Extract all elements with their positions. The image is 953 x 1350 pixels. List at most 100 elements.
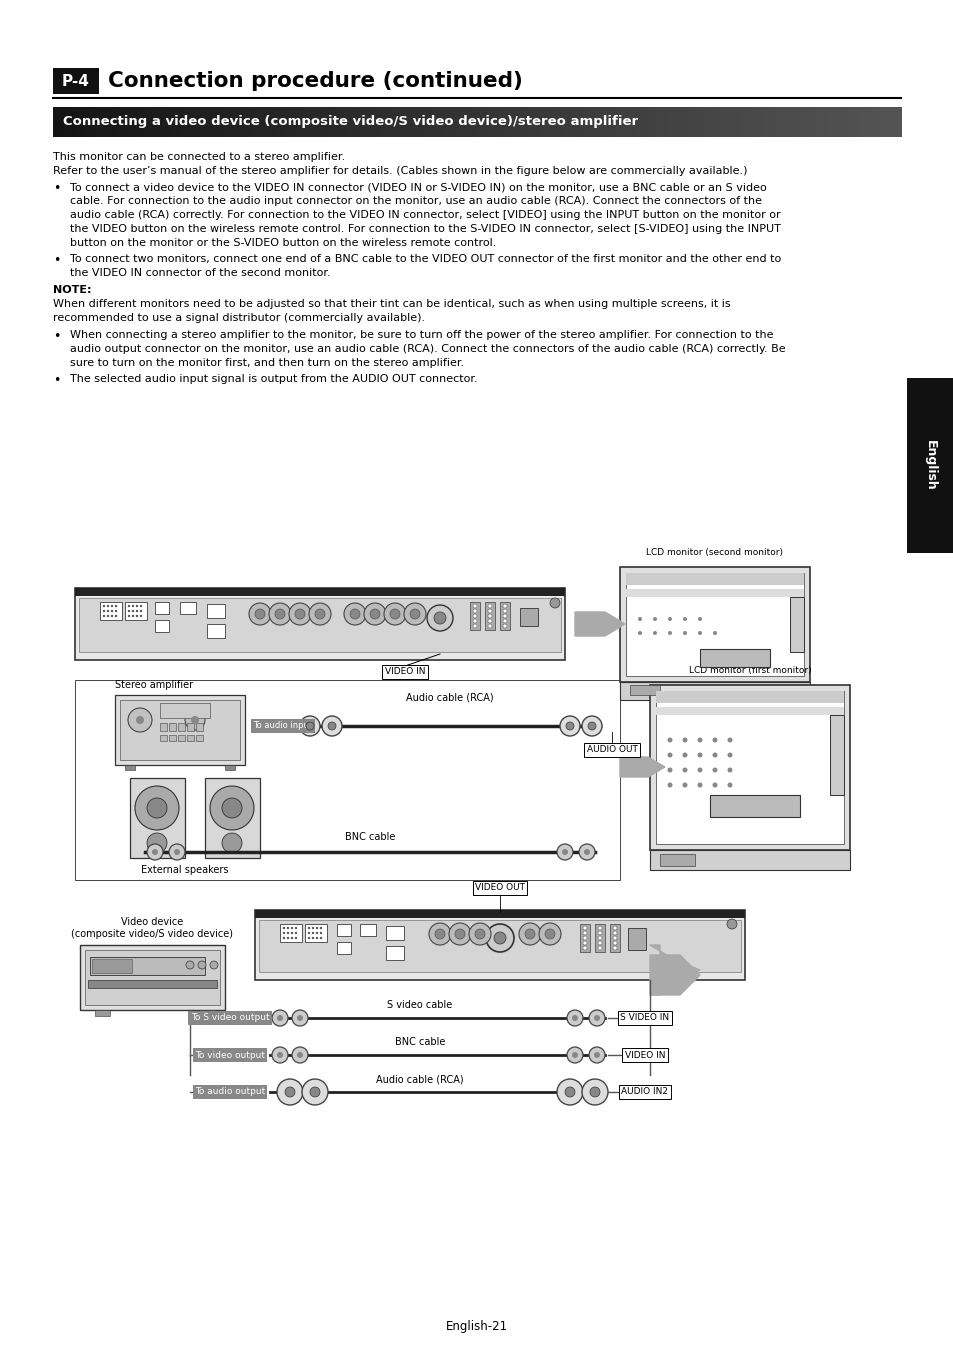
Bar [392, 107, 403, 136]
Circle shape [135, 610, 138, 612]
Circle shape [140, 605, 142, 608]
Circle shape [488, 614, 492, 618]
Circle shape [473, 620, 476, 622]
Text: •: • [53, 374, 60, 387]
Bar [656, 707, 843, 716]
Circle shape [435, 929, 444, 940]
Circle shape [557, 1079, 582, 1106]
Circle shape [502, 614, 506, 618]
Bar [160, 734, 167, 741]
Text: Refer to the user’s manual of the stereo amplifier for details. (Cables shown in: Refer to the user’s manual of the stereo… [53, 166, 747, 176]
Bar [629, 684, 659, 695]
Circle shape [712, 768, 717, 772]
Bar [79, 598, 560, 652]
Polygon shape [649, 954, 700, 995]
Bar [627, 927, 645, 950]
Circle shape [185, 710, 205, 730]
Text: audio output connector on the monitor, use an audio cable (RCA). Connect the con: audio output connector on the monitor, u… [70, 344, 785, 354]
Bar [826, 107, 838, 136]
Bar [336, 923, 351, 936]
Bar [350, 107, 361, 136]
Circle shape [312, 937, 314, 940]
Circle shape [308, 927, 310, 929]
Circle shape [429, 923, 451, 945]
Bar [657, 107, 668, 136]
Circle shape [169, 844, 185, 860]
Bar [53, 107, 65, 136]
Circle shape [667, 768, 672, 772]
Bar [195, 734, 203, 741]
Circle shape [427, 605, 453, 630]
Bar [159, 107, 171, 136]
Bar [773, 107, 784, 136]
Text: •: • [53, 329, 60, 343]
Text: Connection procedure (continued): Connection procedure (continued) [108, 72, 522, 90]
Bar [305, 923, 327, 942]
Circle shape [254, 609, 265, 620]
Bar [752, 107, 763, 136]
Text: LCD monitor (first monitor): LCD monitor (first monitor) [688, 666, 810, 675]
Circle shape [557, 844, 573, 860]
Circle shape [152, 849, 158, 855]
Circle shape [173, 849, 180, 855]
Circle shape [272, 1010, 288, 1026]
Bar [381, 107, 393, 136]
Bar [180, 107, 192, 136]
Circle shape [315, 931, 318, 934]
Circle shape [210, 961, 218, 969]
Text: VIDEO IN: VIDEO IN [624, 1050, 664, 1060]
Text: AUDIO OUT: AUDIO OUT [586, 745, 637, 755]
Circle shape [282, 931, 285, 934]
Circle shape [111, 614, 113, 617]
Text: Audio cable (RCA): Audio cable (RCA) [375, 1075, 463, 1084]
Circle shape [550, 598, 559, 608]
Text: sure to turn on the monitor first, and then turn on the stereo amplifier.: sure to turn on the monitor first, and t… [70, 358, 464, 369]
Bar [614, 107, 626, 136]
Text: To connect two monitors, connect one end of a BNC cable to the VIDEO OUT connect: To connect two monitors, connect one end… [70, 254, 781, 265]
Circle shape [681, 783, 687, 787]
Circle shape [210, 786, 253, 830]
Circle shape [582, 946, 586, 950]
Circle shape [308, 937, 310, 940]
Text: audio cable (RCA) correctly. For connection to the VIDEO IN connector, select [V: audio cable (RCA) correctly. For connect… [70, 211, 780, 220]
Bar [497, 107, 509, 136]
Circle shape [309, 603, 331, 625]
Bar [191, 107, 202, 136]
Circle shape [667, 752, 672, 757]
Bar [499, 602, 510, 630]
Text: When connecting a stereo amplifier to the monitor, be sure to turn off the power: When connecting a stereo amplifier to th… [70, 329, 773, 340]
Circle shape [140, 610, 142, 612]
Circle shape [712, 752, 717, 757]
Circle shape [114, 610, 117, 612]
Bar [688, 107, 700, 136]
Bar [116, 107, 128, 136]
Circle shape [494, 931, 505, 944]
Bar [328, 107, 340, 136]
Bar [127, 107, 138, 136]
Circle shape [147, 844, 163, 860]
Circle shape [269, 603, 291, 625]
Bar [85, 950, 220, 1004]
Circle shape [682, 630, 686, 634]
Circle shape [473, 603, 476, 608]
Bar [656, 691, 843, 844]
Circle shape [727, 737, 732, 742]
Bar [254, 107, 266, 136]
Text: LCD monitor (second monitor): LCD monitor (second monitor) [646, 548, 782, 558]
Text: The selected audio input signal is output from the AUDIO OUT connector.: The selected audio input signal is outpu… [70, 374, 477, 383]
Bar [91, 958, 132, 973]
Bar [649, 850, 849, 869]
Text: cable. For connection to the audio input connector on the monitor, use an audio : cable. For connection to the audio input… [70, 196, 761, 207]
Bar [265, 107, 276, 136]
Bar [149, 107, 160, 136]
Circle shape [566, 1010, 582, 1026]
Bar [386, 946, 403, 960]
Bar [649, 684, 849, 850]
Circle shape [135, 605, 138, 608]
Circle shape [578, 844, 595, 860]
Bar [258, 919, 740, 972]
Circle shape [583, 849, 589, 855]
Bar [603, 107, 615, 136]
Bar [561, 107, 573, 136]
Bar [336, 942, 351, 954]
